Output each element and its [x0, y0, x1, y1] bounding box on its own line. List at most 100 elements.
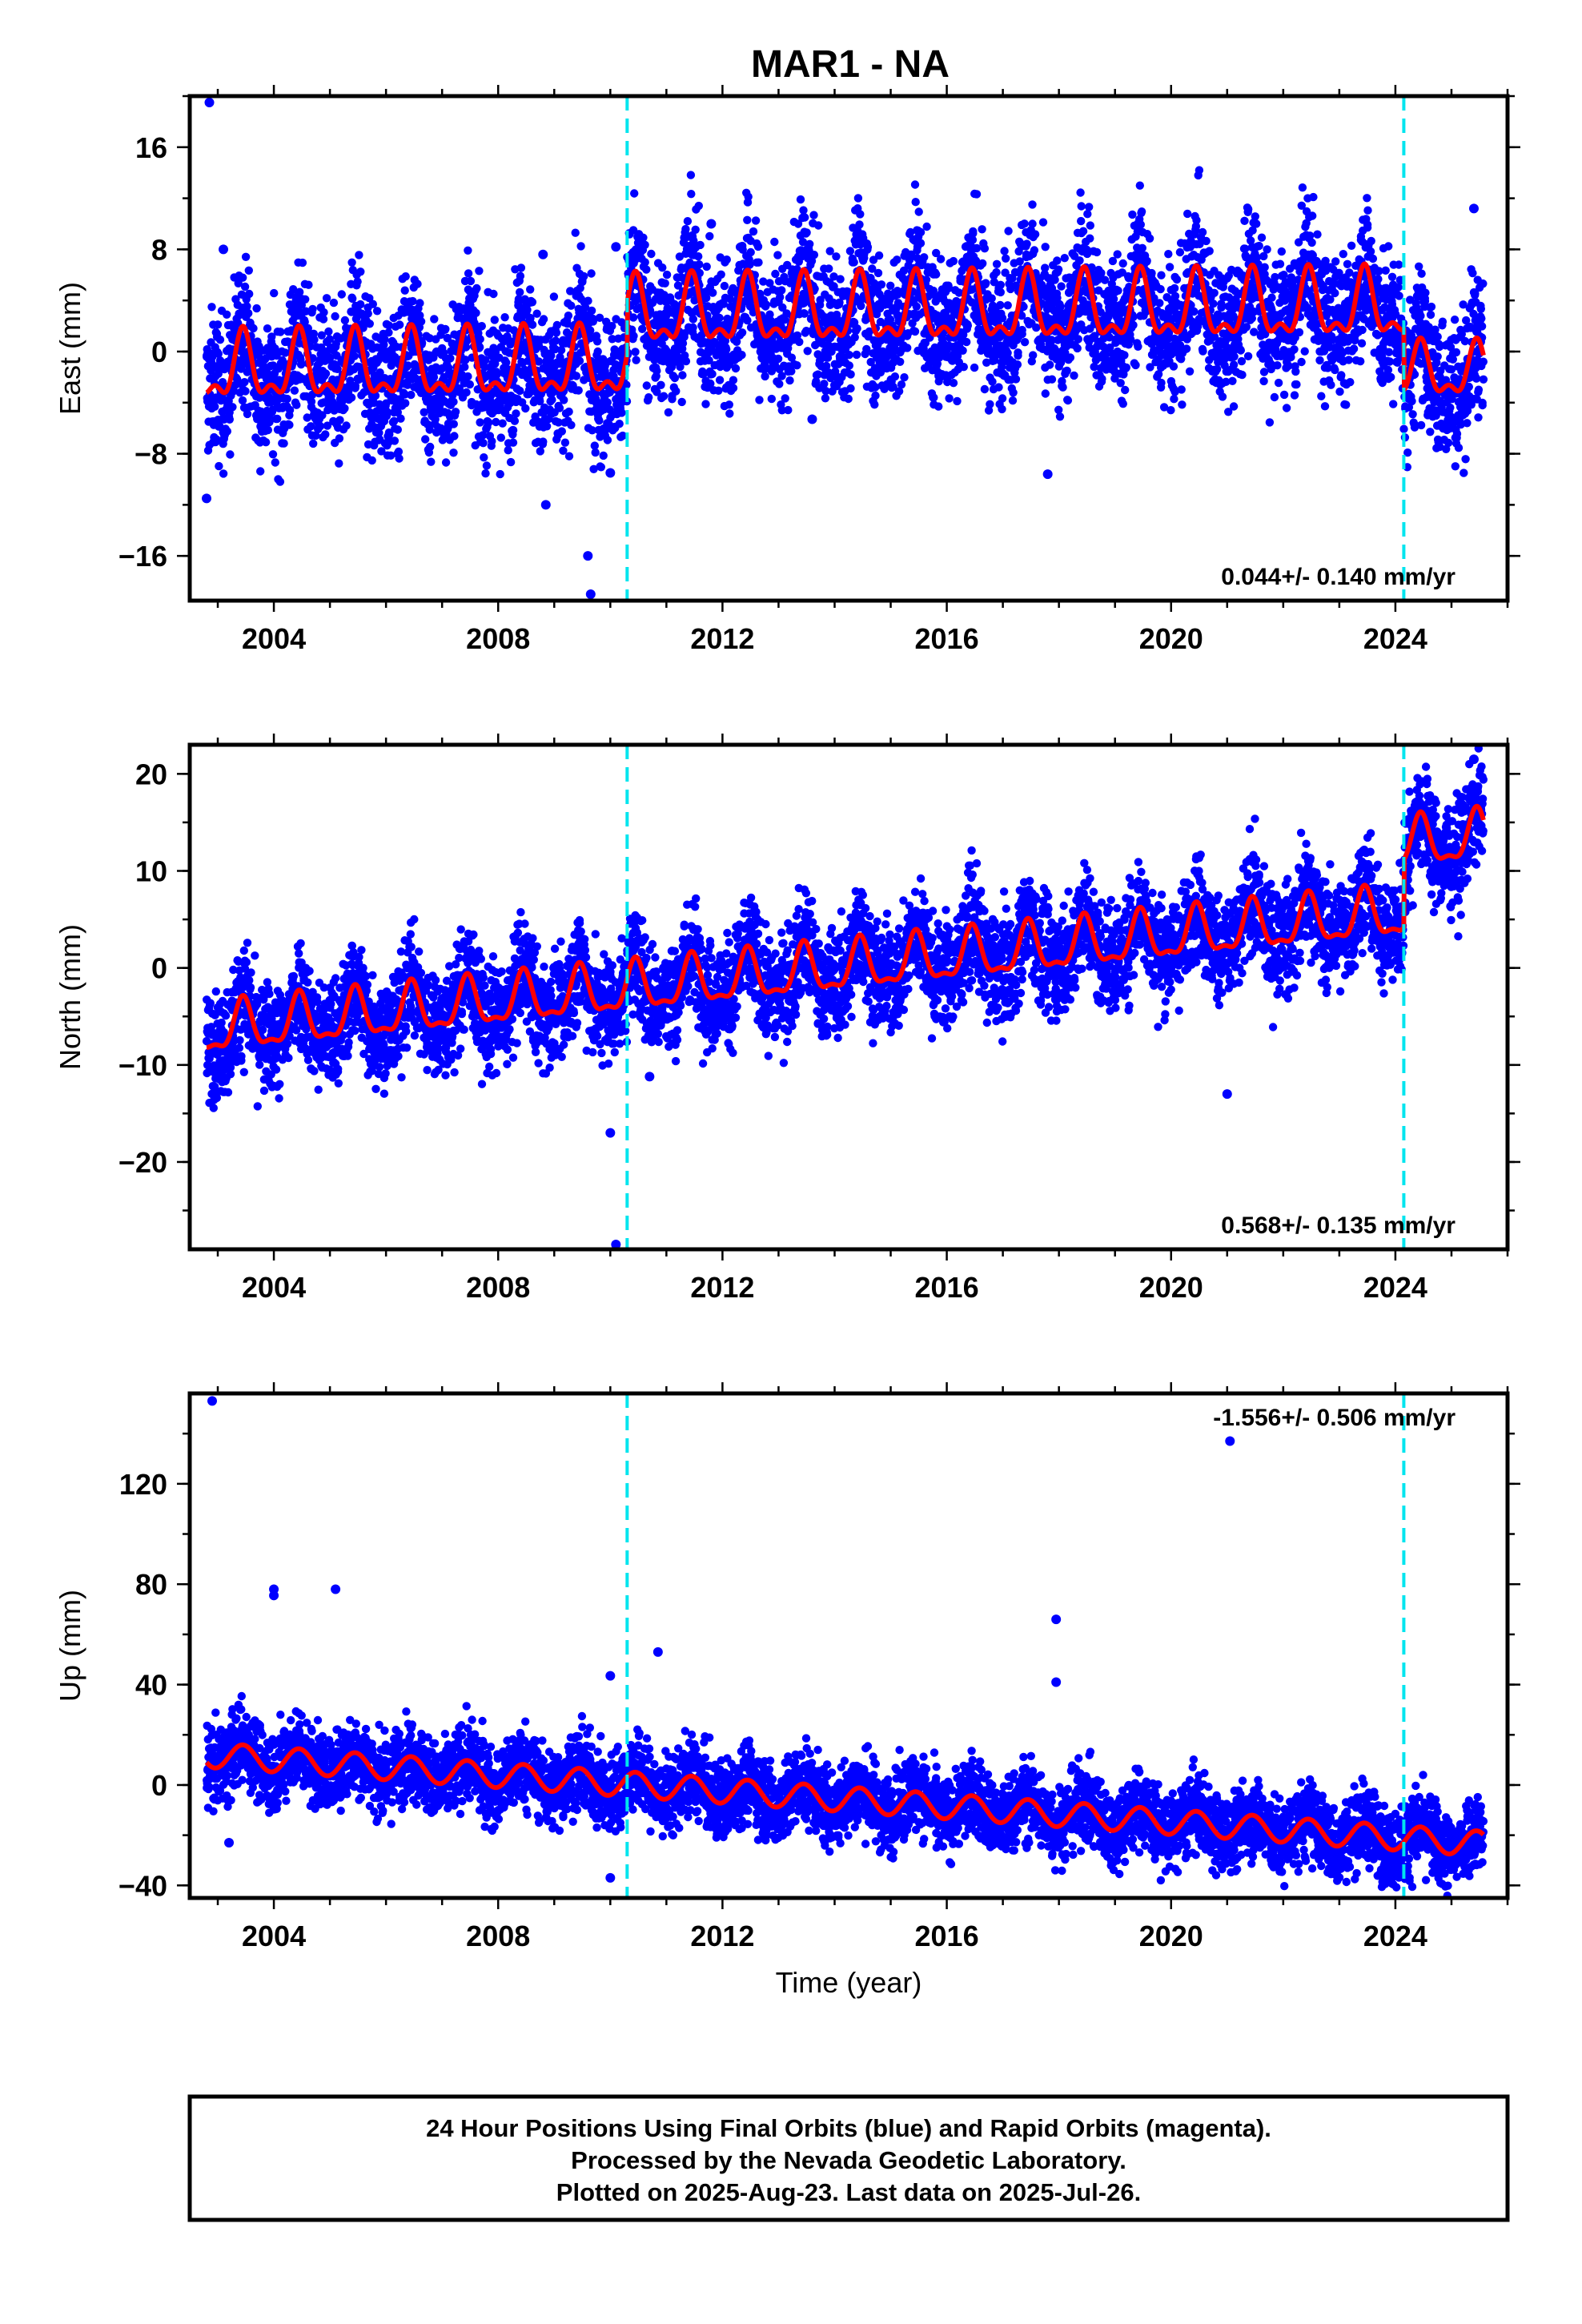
data-point [820, 380, 829, 388]
data-point [403, 380, 412, 389]
data-point [225, 415, 234, 424]
data-point [407, 390, 416, 400]
data-point [325, 335, 334, 344]
data-point [346, 376, 355, 385]
data-point [551, 336, 560, 345]
data-point [380, 335, 389, 344]
data-point [441, 324, 450, 334]
data-point [715, 313, 724, 323]
data-point [477, 322, 486, 331]
data-point [1157, 271, 1166, 279]
data-point [556, 346, 566, 355]
data-point [639, 233, 648, 242]
data-point [705, 356, 713, 365]
data-point [725, 400, 733, 409]
data-point [1210, 288, 1219, 297]
data-point [252, 304, 261, 313]
data-point [787, 367, 796, 376]
data-point [375, 368, 384, 377]
data-point [1199, 347, 1207, 356]
data-point [845, 351, 853, 360]
data-point [322, 294, 331, 303]
data-point [539, 437, 548, 446]
data-point [1098, 374, 1106, 384]
data-point [1252, 219, 1261, 228]
data-point [496, 469, 504, 479]
data-point [479, 439, 488, 448]
data-point [271, 458, 279, 467]
data-point [367, 456, 376, 465]
data-point [836, 275, 845, 283]
data-point [632, 356, 640, 364]
data-point [696, 240, 705, 250]
data-point [825, 247, 834, 255]
data-point [1282, 404, 1291, 412]
data-point [427, 457, 436, 466]
data-point [705, 231, 714, 241]
data-point [1270, 392, 1279, 402]
data-point [1022, 239, 1031, 248]
data-point [502, 358, 511, 367]
data-point [687, 190, 696, 199]
data-point [536, 447, 544, 456]
data-point [575, 356, 584, 365]
data-point [845, 247, 855, 255]
data-point [642, 265, 651, 274]
data-point [689, 323, 697, 332]
data-point [340, 316, 350, 325]
data-point [580, 271, 588, 281]
data-point [829, 282, 838, 291]
data-point [749, 227, 758, 236]
data-point [777, 372, 786, 380]
data-point [1343, 259, 1352, 268]
data-point [1209, 300, 1218, 308]
data-point [816, 296, 825, 304]
data-point [910, 180, 920, 189]
data-point [652, 388, 661, 396]
data-point [689, 236, 698, 245]
data-point [835, 298, 844, 307]
data-point [986, 400, 994, 408]
data-point [324, 327, 333, 336]
data-point [1135, 181, 1145, 190]
data-point [988, 377, 997, 386]
data-point [743, 215, 752, 224]
data-point [295, 287, 304, 296]
data-point [532, 309, 541, 318]
data-point [317, 331, 326, 340]
data-point [580, 303, 590, 312]
data-point [992, 267, 1001, 277]
data-point [552, 328, 561, 337]
data-point [1041, 389, 1050, 398]
data-point [962, 337, 971, 347]
data-point [1331, 288, 1339, 298]
data-point [1054, 265, 1063, 274]
data-point [285, 405, 295, 415]
data-point [1092, 247, 1102, 257]
data-point [429, 372, 439, 382]
data-point [809, 211, 818, 219]
data-point [1240, 216, 1249, 225]
data-point [559, 446, 568, 455]
data-point [982, 279, 990, 287]
data-point [298, 258, 307, 267]
data-point [863, 243, 873, 251]
data-point [390, 416, 399, 425]
data-point [1274, 378, 1283, 388]
data-point [994, 383, 1003, 392]
data-point [516, 263, 526, 272]
data-point [934, 402, 943, 411]
data-point [384, 328, 393, 337]
data-point [1290, 345, 1299, 354]
data-point [1315, 356, 1324, 365]
data-point [244, 266, 253, 275]
data-point [706, 379, 715, 388]
data-point [658, 263, 667, 272]
data-point [211, 402, 219, 411]
data-point [1086, 234, 1094, 243]
data-point [342, 421, 351, 430]
data-point [732, 337, 741, 346]
data-point [972, 190, 982, 199]
data-point [1136, 220, 1146, 229]
data-point [803, 347, 812, 356]
